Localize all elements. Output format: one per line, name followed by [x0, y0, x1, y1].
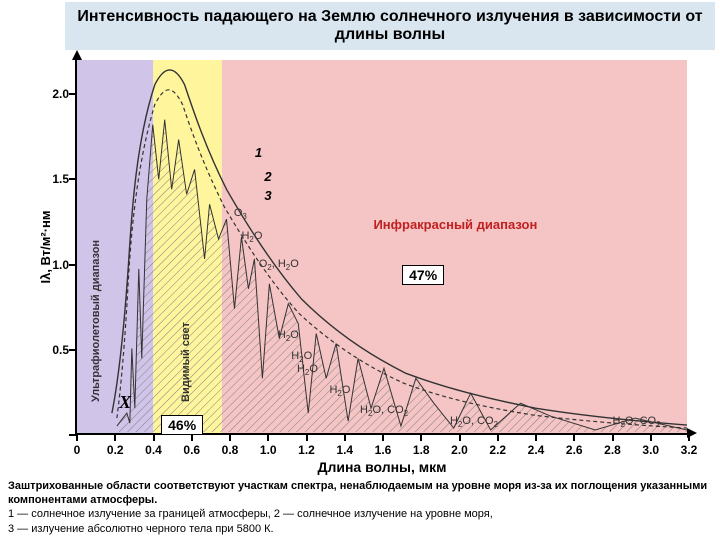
curve-number: 2 [264, 169, 271, 184]
x-tick-label: 0.6 [183, 443, 200, 457]
x-symbol: X [119, 392, 131, 413]
x-tick-label: 2.2 [489, 443, 506, 457]
curve-number: 3 [264, 188, 271, 203]
x-tick-label: 1.6 [375, 443, 392, 457]
x-tick-label: 1.2 [298, 443, 315, 457]
absorber-label: H2O, CO2 [360, 404, 408, 418]
absorber-label: H2O, CO2 [613, 415, 661, 429]
chart-title: Интенсивность падающего на Землю солнечн… [65, 2, 715, 50]
x-tick-label: 0 [74, 443, 81, 457]
x-tick-label: 1.4 [336, 443, 353, 457]
x-tick-label: 2.8 [604, 443, 621, 457]
y-tick-label: 1.0 [35, 258, 69, 272]
absorber-label: O3 [234, 207, 247, 221]
percent-box: 46% [161, 415, 203, 435]
x-tick-label: 3.2 [681, 443, 698, 457]
y-axis-label: Iλ, Вт/м²·нм [38, 210, 53, 283]
x-axis-label: Длина волны, мкм [317, 459, 446, 475]
y-tick-label: 1.5 [35, 172, 69, 186]
band-label: Видимый свет [180, 322, 192, 402]
absorber-label: H2O [297, 363, 318, 377]
caption-line: Заштрихованные области соответствуют уча… [8, 479, 712, 508]
caption-line: 3 — излучение абсолютно черного тела при… [8, 522, 712, 536]
absorber-label: H2O [291, 350, 312, 364]
x-tick-label: 2.4 [528, 443, 545, 457]
curves-svg [77, 60, 687, 433]
ir-band-label: Инфракрасный диапазон [373, 217, 537, 232]
x-tick-label: 0.8 [222, 443, 239, 457]
y-tick-label: 0.5 [35, 343, 69, 357]
chart-plot-area: Iλ, Вт/м²·нм Длина волны, мкм Ультрафиол… [75, 60, 687, 435]
x-tick-label: 2.0 [451, 443, 468, 457]
absorber-label: H2O, CO2 [450, 415, 498, 429]
absorber-label: H2O [241, 230, 262, 244]
percent-box: 47% [402, 265, 444, 285]
curve-number: 1 [255, 145, 262, 160]
absorber-label: H2O [278, 329, 299, 343]
chart-caption: Заштрихованные области соответствуют уча… [8, 479, 712, 536]
x-tick-label: 0.2 [107, 443, 124, 457]
x-tick-label: 0.4 [145, 443, 162, 457]
absorber-label: H2O [329, 384, 350, 398]
x-tick-label: 3.0 [642, 443, 659, 457]
x-tick-label: 1.8 [413, 443, 430, 457]
x-tick-label: 1.0 [260, 443, 277, 457]
band-label: Ультрафиолетовый диапазон [90, 240, 102, 402]
absorber-label: O2, H2O [259, 258, 299, 272]
y-tick-label: 2.0 [35, 87, 69, 101]
y-axis-arrow [72, 50, 82, 60]
caption-line: 1 — солнечное излучение за границей атмо… [8, 507, 712, 521]
x-tick-label: 2.6 [566, 443, 583, 457]
